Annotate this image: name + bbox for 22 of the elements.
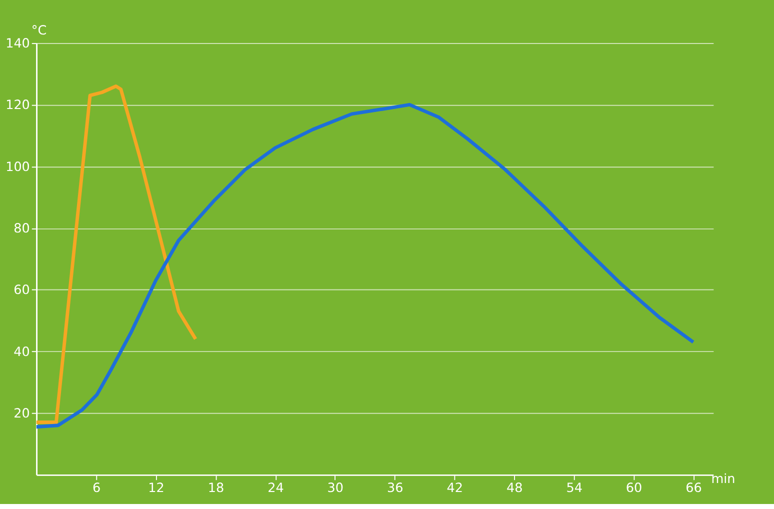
x-tick-label: 6: [92, 480, 101, 496]
x-tick-label: 12: [148, 480, 164, 496]
y-tick-label: 20: [14, 406, 30, 422]
x-tick-label: 42: [446, 480, 463, 496]
x-tick-label: 48: [506, 480, 523, 496]
x-axis-title: min: [711, 472, 736, 488]
y-tick-label: 120: [6, 98, 30, 114]
x-tick-label: 36: [387, 480, 404, 496]
x-tick-label: 54: [566, 480, 582, 496]
y-tick-label: 40: [14, 344, 30, 360]
line-series: [36, 84, 198, 424]
y-tick-label: 100: [6, 160, 30, 175]
x-tick-label: 30: [327, 480, 344, 496]
x-tick-label: 18: [208, 480, 224, 496]
y-axis-title: °C: [31, 24, 47, 39]
y-tick-label: 60: [14, 283, 30, 298]
y-tick-label: 140: [6, 36, 30, 52]
line-series: [36, 102, 695, 429]
x-tick-label: 24: [268, 480, 284, 496]
y-tick-label: 80: [14, 221, 30, 236]
x-tick-label: 60: [626, 480, 642, 496]
x-tick-label: 66: [686, 480, 702, 496]
